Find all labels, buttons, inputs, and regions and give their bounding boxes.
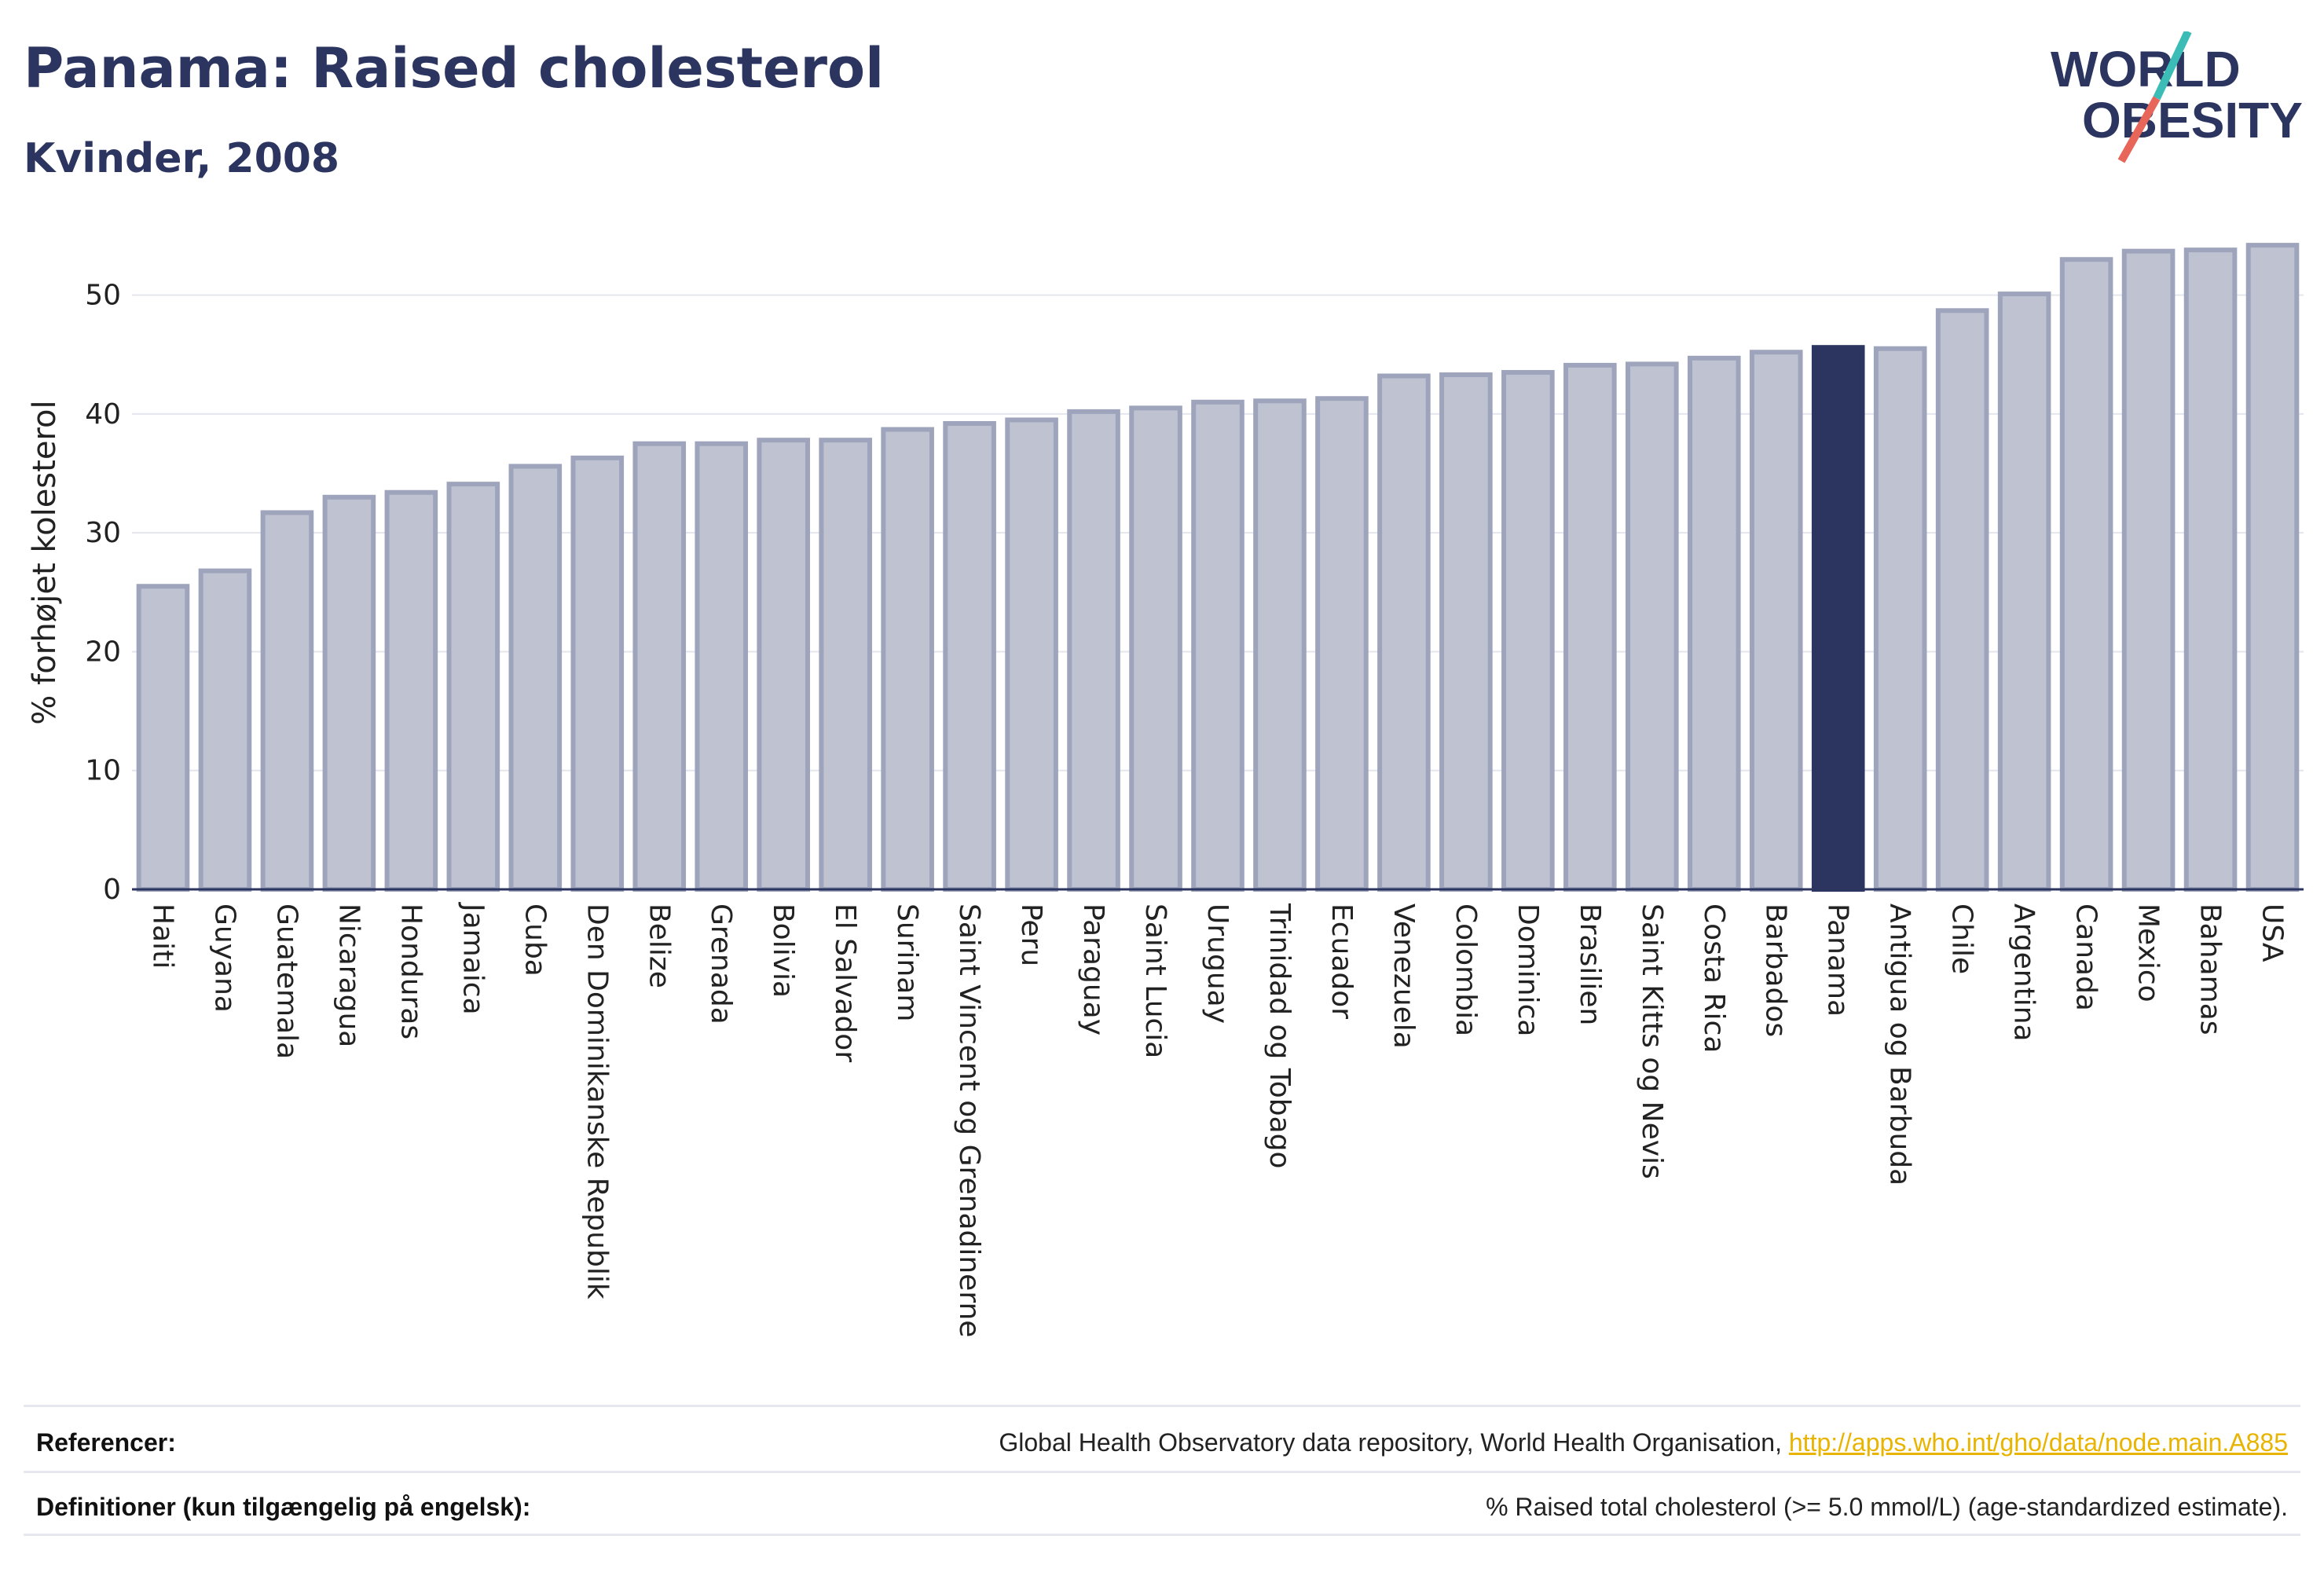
y-tick-label: 40 xyxy=(85,398,121,431)
x-tick-label: Canada xyxy=(2070,903,2102,1011)
definitions-text: % Raised total cholesterol (>= 5.0 mmol/… xyxy=(1486,1493,2288,1521)
bar-jamaica xyxy=(446,482,500,892)
x-tick-label: Belize xyxy=(643,903,675,988)
x-tick-label: Honduras xyxy=(394,903,427,1039)
bar-dominica xyxy=(1501,369,1555,892)
x-tick-label: Paraguay xyxy=(1077,903,1109,1035)
bar-saint-kitts-og-nevis xyxy=(1626,361,1679,892)
footer-divider-middle xyxy=(24,1471,2300,1473)
bar-surinam xyxy=(881,427,934,892)
bar-ecuador xyxy=(1315,396,1369,892)
bars xyxy=(136,243,2300,892)
x-tick-label: Guyana xyxy=(208,903,240,1013)
bar-trinidad-og-tobago xyxy=(1253,398,1307,892)
x-tick-label: Chile xyxy=(1946,903,1978,974)
chart-title: Panama: Raised cholesterol xyxy=(24,36,885,101)
bar-chile xyxy=(1935,308,1989,892)
x-tick-label: Peru xyxy=(1015,903,1047,966)
x-tick-label: Panama xyxy=(1822,903,1854,1017)
x-tick-label: Grenada xyxy=(705,903,737,1024)
bar-uruguay xyxy=(1191,399,1244,892)
bar-guatemala xyxy=(260,510,314,892)
logo-line1: WORLD xyxy=(2051,41,2241,97)
x-tick-label: Brasilien xyxy=(1574,903,1606,1025)
bar-venezuela xyxy=(1377,373,1431,892)
x-tick-label: Trinidad og Tobago xyxy=(1263,903,1296,1169)
references-link[interactable]: http://apps.who.int/gho/data/node.main.A… xyxy=(1788,1428,2288,1457)
references-source: Global Health Observatory data repositor… xyxy=(999,1428,1789,1457)
x-tick-label: Colombia xyxy=(1450,903,1482,1036)
x-tick-label: Argentina xyxy=(2008,903,2040,1042)
bar-bahamas xyxy=(2183,247,2238,892)
x-tick-label: Bolivia xyxy=(767,903,799,998)
bar-canada xyxy=(2059,257,2113,892)
x-tick-label: Cuba xyxy=(519,903,551,977)
x-tick-label: Nicaragua xyxy=(332,903,365,1047)
bar-haiti xyxy=(136,584,190,892)
x-tick-label: Costa Rica xyxy=(1698,903,1730,1053)
bar-saint-vincent-og-grenadinerne xyxy=(943,421,996,892)
footer-divider-top xyxy=(24,1405,2300,1407)
x-tick-label: Den Dominikanske Republik xyxy=(581,903,613,1299)
bar-grenada xyxy=(695,441,749,892)
bar-cuba xyxy=(508,464,563,892)
y-tick-label: 10 xyxy=(85,755,121,787)
y-tick-label: 30 xyxy=(85,517,121,549)
bar-costa-rica xyxy=(1687,355,1741,892)
y-tick-label: 50 xyxy=(85,280,121,312)
x-tick-label: Saint Lucia xyxy=(1139,903,1171,1058)
bar-antigua-og-barbuda xyxy=(1873,346,1927,892)
bar-mexico xyxy=(2121,248,2176,892)
x-tick-label: Bahamas xyxy=(2194,903,2227,1035)
x-tick-label: El Salvador xyxy=(829,903,861,1062)
bar-den-dominikanske-republik xyxy=(570,455,625,892)
x-tick-label: Haiti xyxy=(146,903,178,969)
bar-brasilien xyxy=(1563,362,1617,892)
bar-peru xyxy=(1005,417,1058,892)
x-tick-label: Barbados xyxy=(1760,903,1792,1037)
logo-slash-red xyxy=(2117,96,2161,163)
bar-colombia xyxy=(1439,372,1493,892)
bar-belize xyxy=(632,441,687,892)
footer-divider-bottom xyxy=(24,1534,2300,1536)
x-tick-label: Saint Kitts og Nevis xyxy=(1636,903,1668,1179)
bar-chart: 0 10 20 30 40 50 Haiti Guyana Guatemala Nicaragua… xyxy=(27,243,2304,1338)
logo-slash-teal xyxy=(2153,31,2192,101)
bar-el-salvador xyxy=(819,438,872,892)
bar-argentina xyxy=(1997,291,2051,892)
x-tick-label: Guatemala xyxy=(270,903,302,1059)
world-obesity-logo: WORLD OBESITY xyxy=(2051,31,2303,163)
bar-honduras xyxy=(384,489,438,892)
x-tick-label: Venezuela xyxy=(1387,903,1420,1049)
y-tick-label: 0 xyxy=(103,874,121,906)
y-tick-label: 20 xyxy=(85,636,121,668)
bar-bolivia xyxy=(757,438,810,892)
bar-panama xyxy=(1811,345,1865,892)
x-tick-label: Dominica xyxy=(1512,903,1544,1037)
references-label: Referencer: xyxy=(36,1428,176,1457)
bar-nicaragua xyxy=(322,494,376,892)
x-tick-label: Surinam xyxy=(891,903,923,1021)
x-tick-label: USA xyxy=(2256,903,2289,962)
x-tick-label: Mexico xyxy=(2132,903,2165,1002)
bar-guyana xyxy=(198,568,252,892)
x-tick-label: Ecuador xyxy=(1325,903,1358,1019)
bar-barbados xyxy=(1749,350,1803,892)
bar-usa xyxy=(2245,243,2300,892)
references-text: Global Health Observatory data repositor… xyxy=(999,1428,2288,1457)
x-tick-label: Jamaica xyxy=(456,902,489,1015)
definitions-label: Definitioner (kun tilgængelig på engelsk… xyxy=(36,1493,531,1521)
chart-subtitle: Kvinder, 2008 xyxy=(24,135,340,182)
bar-saint-lucia xyxy=(1129,405,1182,892)
x-tick-label: Uruguay xyxy=(1201,903,1233,1024)
x-tick-label: Antigua og Barbuda xyxy=(1884,903,1916,1186)
labels: 0 10 20 30 40 50 Haiti Guyana Guatemala Nicaragua… xyxy=(27,280,2289,1338)
bar-paraguay xyxy=(1067,409,1120,892)
y-axis-label: % forhøjet kolesterol xyxy=(27,400,63,724)
x-tick-label: Saint Vincent og Grenadinerne xyxy=(953,903,985,1337)
logo-line2: OBESITY xyxy=(2082,92,2303,148)
